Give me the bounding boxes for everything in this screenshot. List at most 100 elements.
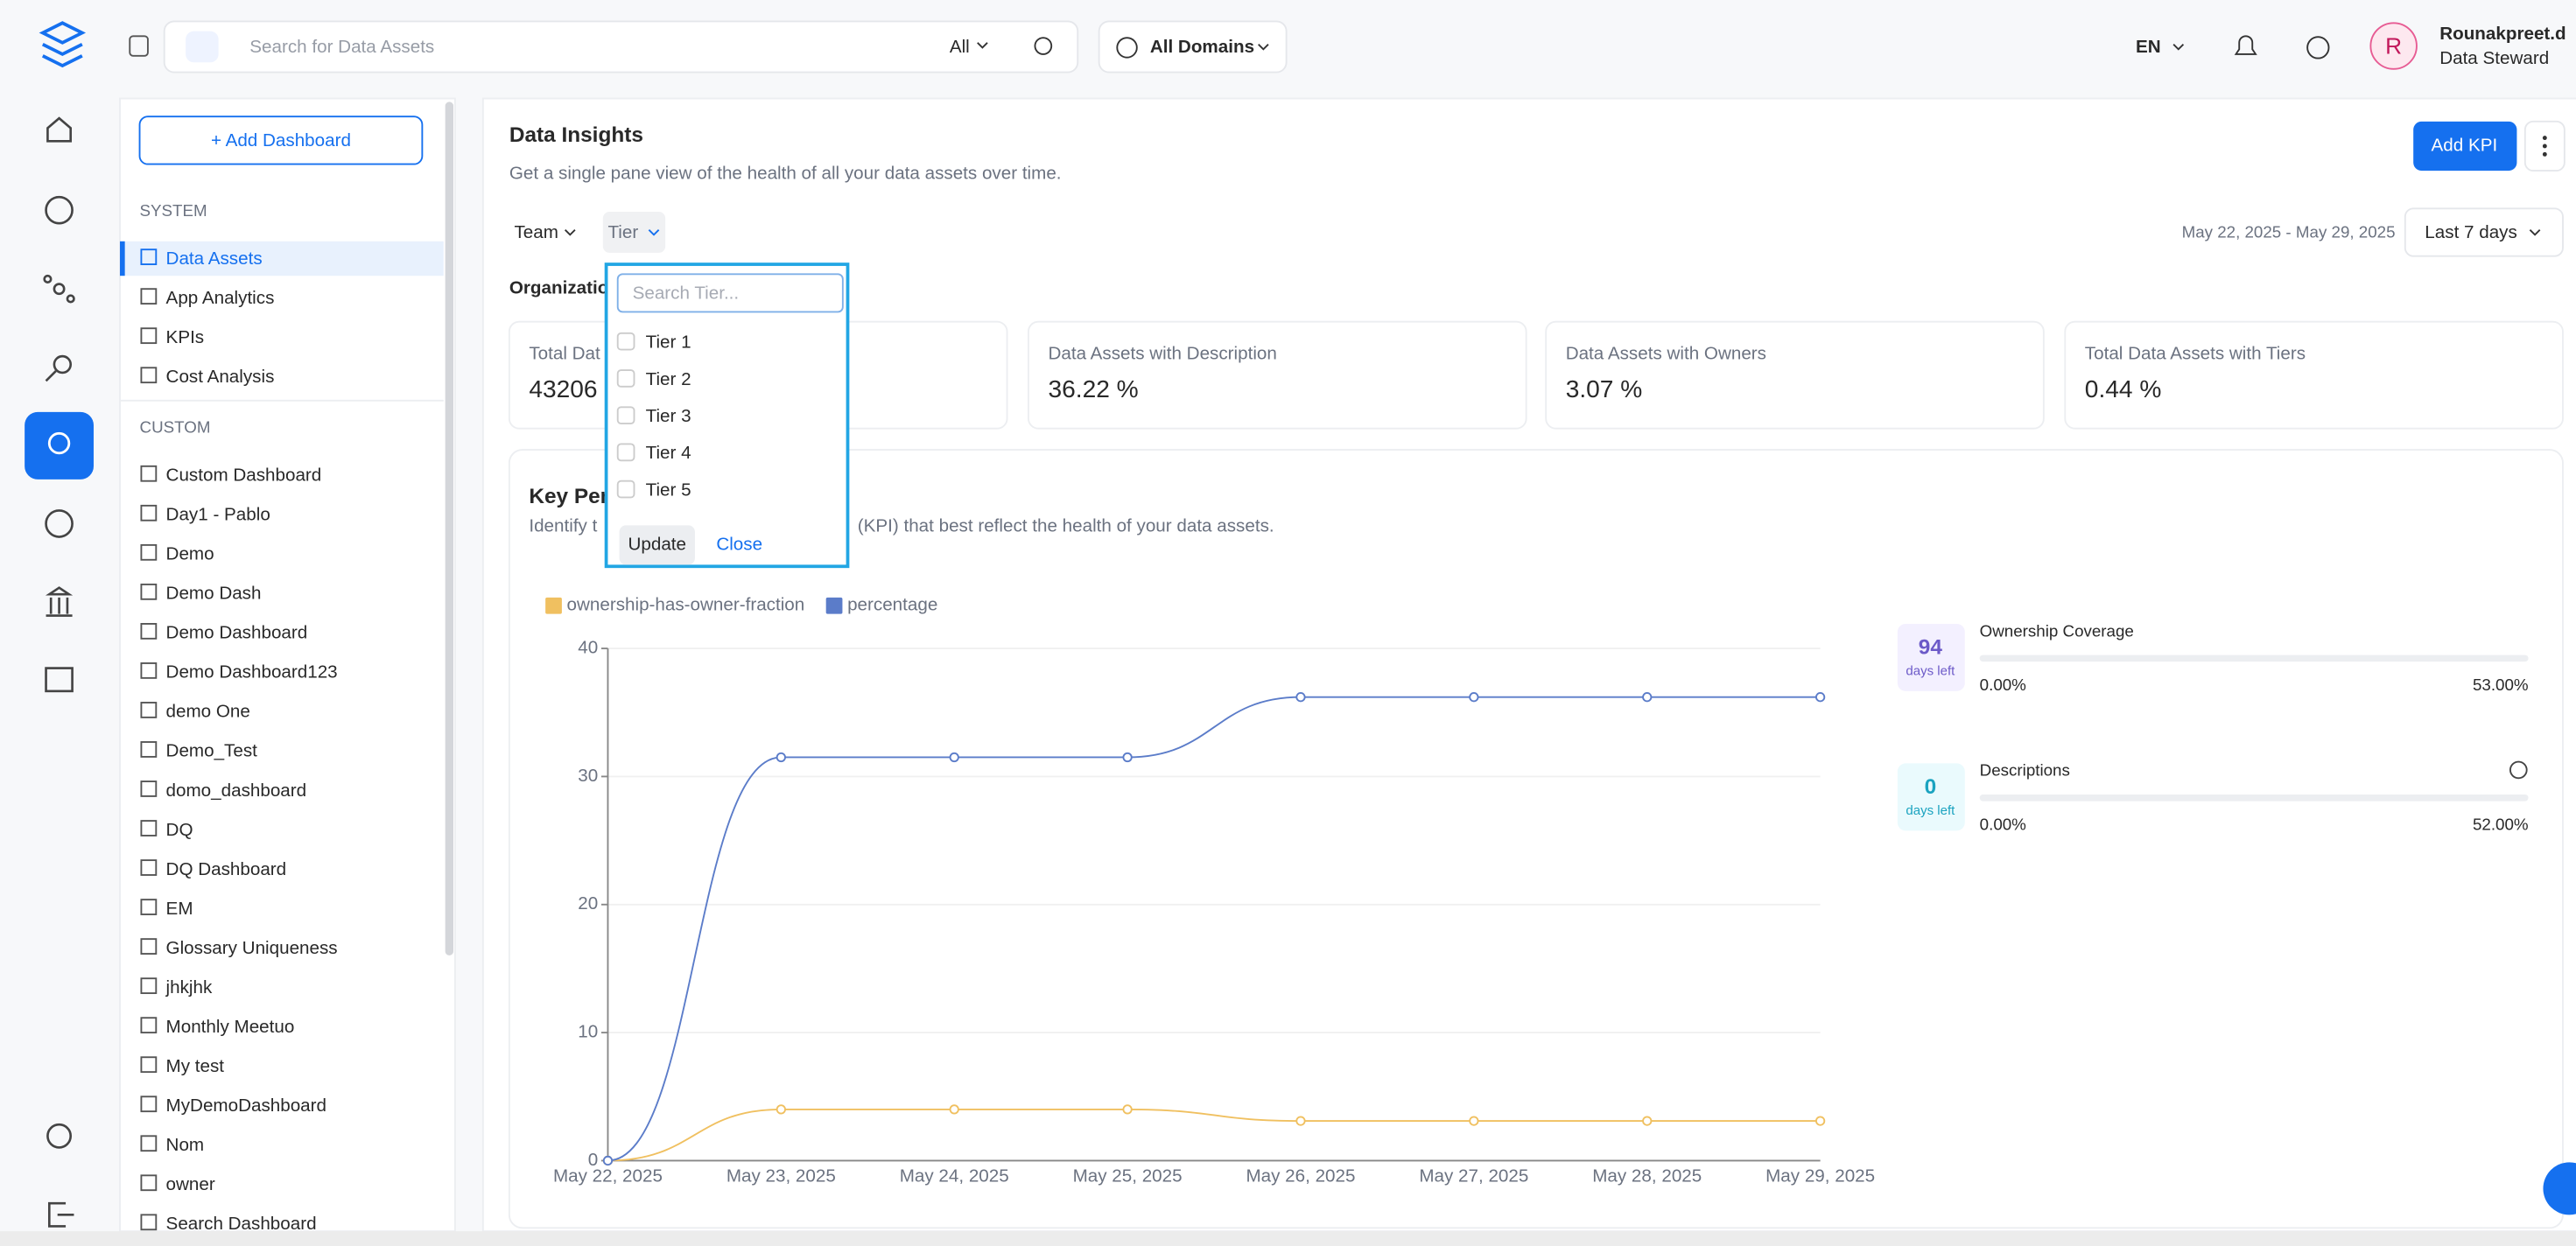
point[interactable] (776, 1104, 786, 1115)
sidebar-toggle[interactable] (129, 35, 149, 57)
close-button[interactable]: Close (716, 534, 762, 554)
custom-item[interactable]: Search Dashboard (166, 1214, 317, 1234)
y-tick-label: 10 (578, 1022, 598, 1042)
checkbox[interactable] (616, 480, 635, 499)
item-icon (140, 977, 158, 995)
custom-item[interactable]: demo One (166, 702, 250, 722)
stat-label: Total Dat (529, 344, 600, 364)
search-box[interactable] (163, 20, 1079, 74)
kpi-start: 0.00% (1980, 816, 2026, 834)
system-item[interactable]: Cost Analysis (166, 367, 275, 387)
stat-card (1545, 320, 2045, 430)
active-item-bar (120, 241, 125, 276)
legend-label[interactable]: percentage (847, 595, 937, 615)
language[interactable]: EN (2136, 37, 2161, 57)
filter-team[interactable]: Team (514, 222, 558, 242)
days-label: days left (1906, 663, 1955, 678)
point[interactable] (1295, 1116, 1306, 1126)
legend-label[interactable]: ownership-has-owner-fraction (567, 595, 805, 615)
nav-active[interactable] (25, 411, 94, 480)
custom-item[interactable]: Demo (166, 544, 214, 564)
point[interactable] (602, 1155, 614, 1166)
tier-option[interactable]: Tier 4 (646, 443, 691, 463)
filter-tier[interactable]: Tier (607, 222, 638, 242)
checkbox[interactable] (616, 332, 635, 351)
chevron (564, 228, 576, 236)
custom-item[interactable]: MyDemoDashboard (166, 1096, 326, 1116)
point[interactable] (1295, 692, 1306, 703)
search-filter[interactable]: All (950, 37, 970, 57)
point[interactable] (1469, 1116, 1479, 1126)
tier-option[interactable]: Tier 1 (646, 332, 691, 353)
custom-item[interactable]: My test (166, 1056, 225, 1076)
progress-track (1979, 654, 2529, 662)
item-icon (140, 938, 158, 955)
item-icon (140, 583, 158, 600)
custom-item[interactable]: EM (166, 899, 193, 919)
scrollbar (445, 102, 454, 956)
checkbox[interactable] (616, 369, 635, 388)
info-icon[interactable] (2509, 760, 2528, 780)
point[interactable] (776, 752, 786, 763)
system-item[interactable]: App Analytics (166, 288, 275, 308)
add-kpi-button[interactable] (2413, 121, 2517, 172)
point[interactable] (949, 1104, 959, 1115)
checkbox[interactable] (616, 406, 635, 424)
active-item-bg (120, 241, 444, 276)
domains-button[interactable] (1098, 20, 1288, 74)
user-name: Rounakpreet.d (2439, 24, 2565, 44)
chevron (977, 42, 988, 49)
point[interactable] (1814, 1116, 1826, 1126)
point[interactable] (1469, 692, 1479, 703)
system-item[interactable]: KPIs (166, 327, 205, 347)
custom-item[interactable]: Custom Dashboard (166, 466, 322, 486)
point[interactable] (1642, 1116, 1653, 1126)
custom-item[interactable]: Day1 - Pablo (166, 505, 270, 525)
y-tick-label: 0 (588, 1150, 598, 1170)
item-icon (140, 1214, 158, 1231)
chatbot-button[interactable] (2543, 1162, 2576, 1215)
search-icon[interactable] (1034, 37, 1053, 55)
tier-search[interactable] (616, 273, 844, 313)
page-title: Data Insights (509, 123, 643, 147)
point[interactable] (949, 752, 959, 763)
add-dashboard-button[interactable] (138, 116, 424, 165)
checkbox[interactable] (616, 443, 635, 462)
system-item[interactable]: Data Assets (166, 248, 263, 269)
kpi-target: 53.00% (2473, 676, 2529, 694)
nav-icons[interactable] (43, 116, 75, 1228)
point[interactable] (1122, 752, 1133, 763)
page-subtitle: Get a single pane view of the health of … (509, 163, 1062, 183)
kpi-title: Key Per (529, 485, 608, 508)
kpi-name: Descriptions (1980, 761, 2070, 780)
avatar[interactable] (2369, 22, 2418, 70)
item-icon (140, 504, 158, 522)
point[interactable] (1814, 692, 1826, 703)
tier-option[interactable]: Tier 5 (646, 480, 691, 500)
custom-item[interactable]: Monthly Meetuo (166, 1017, 295, 1037)
help-icon[interactable] (2306, 36, 2330, 60)
custom-item[interactable]: DQ (166, 820, 193, 840)
custom-item[interactable]: DQ Dashboard (166, 859, 287, 879)
custom-item[interactable]: owner (166, 1174, 215, 1194)
insights-icon (47, 431, 71, 455)
custom-item[interactable]: Nom (166, 1135, 205, 1155)
custom-item[interactable]: Glossary Uniqueness (166, 938, 338, 958)
section-label: SYSTEM (140, 201, 207, 220)
x-tick-label: May 22, 2025 (553, 1166, 663, 1186)
point[interactable] (1642, 692, 1653, 703)
custom-item[interactable]: Demo Dash (166, 584, 262, 604)
update-button[interactable] (619, 525, 695, 565)
tier-option[interactable]: Tier 3 (646, 406, 691, 426)
legend-swatch (825, 597, 843, 614)
custom-item[interactable]: domo_dashboard (166, 780, 307, 801)
custom-item[interactable]: Demo_Test (166, 741, 258, 761)
point[interactable] (1122, 1104, 1133, 1115)
tier-option[interactable]: Tier 2 (646, 369, 691, 389)
custom-item[interactable]: Demo Dashboard (166, 623, 308, 643)
custom-item[interactable]: Demo Dashboard123 (166, 662, 338, 682)
period-select[interactable] (2404, 207, 2564, 257)
custom-item[interactable]: jhkjhk (165, 977, 213, 998)
bell-icon[interactable] (2234, 35, 2257, 55)
